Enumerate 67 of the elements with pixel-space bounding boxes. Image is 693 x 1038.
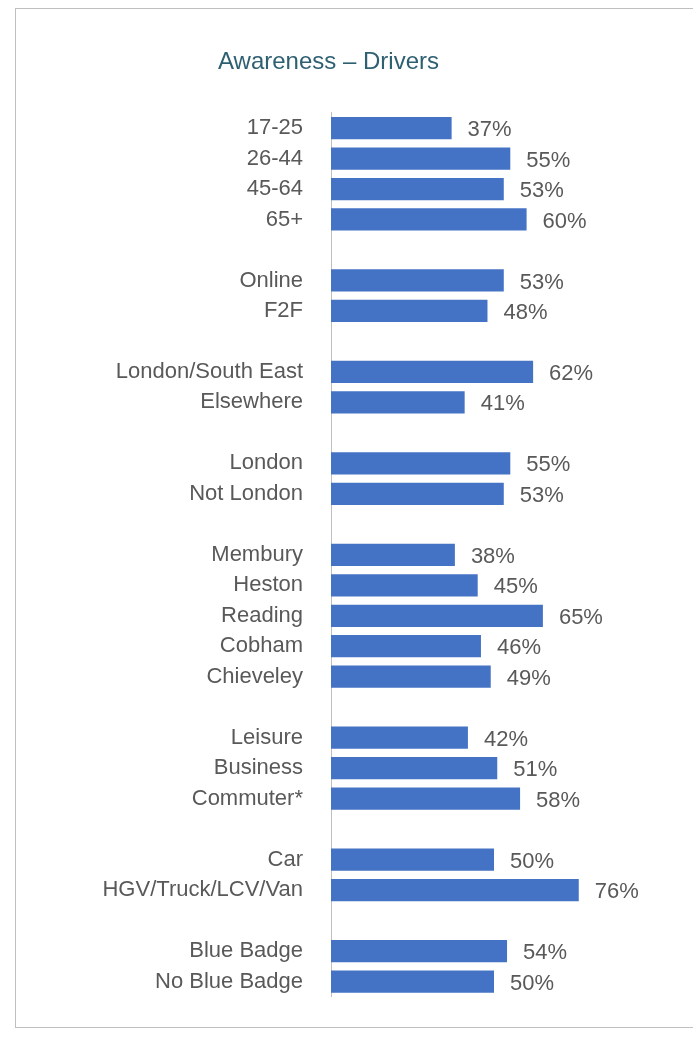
data-label: 54% [523,939,568,965]
bar [331,635,481,658]
data-label: 53% [519,177,564,203]
bar [331,208,527,231]
bar [331,665,491,688]
bar [331,574,478,597]
data-label: 76% [594,878,639,904]
y-tick-label: HGV/Truck/LCV/Van [102,876,303,902]
y-tick-label: 45-64 [246,175,303,201]
chart-title: Awareness – Drivers [218,47,439,75]
y-tick-label: Business [213,754,303,780]
bar [331,452,511,475]
bar [331,878,579,902]
data-label: 41% [480,390,525,416]
data-label: 58% [536,786,581,812]
bar [331,604,543,627]
y-tick-label: 65+ [265,205,303,231]
bar [331,939,508,963]
bar [331,787,521,810]
y-tick-label: Elsewhere [200,388,303,414]
bar [331,116,452,140]
y-tick-label: Reading [221,601,303,627]
y-tick-label: Online [239,266,303,292]
data-label: 60% [542,207,587,233]
bar [331,269,504,292]
bar [331,360,534,384]
data-label: 48% [503,299,548,324]
y-tick-label: Heston [233,571,303,597]
bar [331,726,468,749]
data-label: 49% [506,664,551,690]
data-label: 37% [467,116,512,142]
data-label: 55% [526,146,571,172]
data-label: 65% [558,603,603,629]
bar [331,299,488,323]
y-tick-label: London/South East [115,357,303,383]
y-tick-label: Not London [189,479,303,505]
y-tick-label: London [229,449,303,475]
data-label: 62% [549,359,594,385]
y-tick-label: Commuter* [191,784,304,810]
data-label: 55% [526,451,571,477]
bar [331,391,465,414]
bar [331,757,498,780]
data-label: 50% [510,847,555,873]
data-label: 46% [496,634,542,660]
bar [331,970,494,993]
y-tick-label: Cobham [219,632,303,658]
data-label: 53% [519,268,564,294]
data-label: 50% [510,969,555,995]
bar [331,482,504,505]
bar [331,543,455,566]
data-label: 53% [519,481,564,507]
y-tick-label: Blue Badge [189,937,303,963]
y-tick-label: 17-25 [246,114,303,140]
y-tick-label: Chieveley [206,662,303,688]
bar [331,147,511,170]
y-tick-label: No Blue Badge [155,967,303,993]
y-tick-label: Car [267,845,303,871]
bar [331,177,504,201]
data-label: 45% [493,573,538,599]
bar [331,848,494,871]
y-tick-label: Membury [211,540,303,566]
y-tick-label: F2F [263,297,303,322]
y-tick-label: 26-44 [246,144,303,170]
y-tick-label: Leisure [230,723,303,749]
data-label: 51% [513,756,558,782]
data-label: 42% [483,725,528,751]
data-label: 38% [470,542,515,568]
